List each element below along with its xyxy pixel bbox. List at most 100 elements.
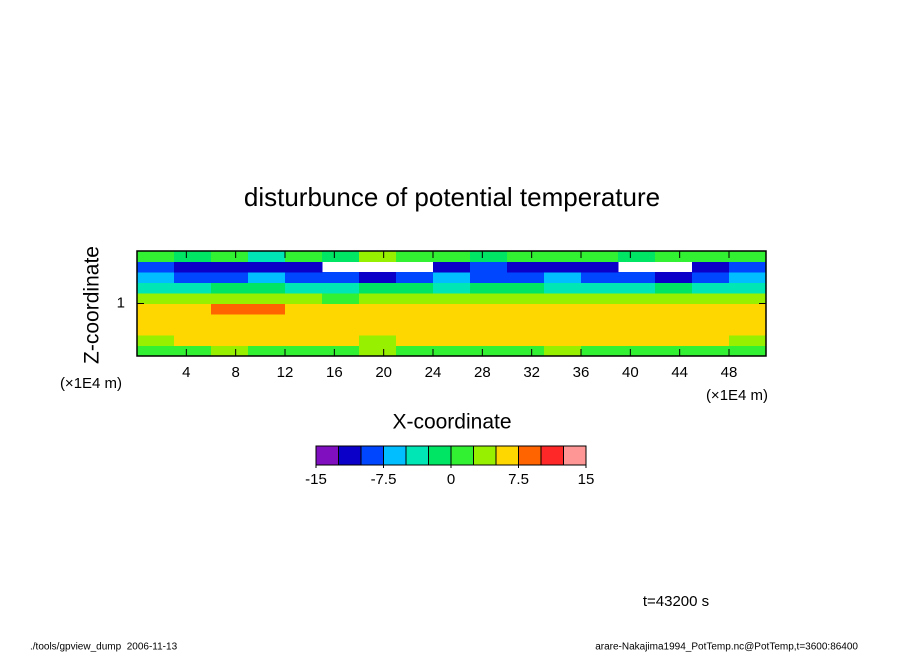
field-cell	[470, 345, 508, 357]
field-cell	[174, 272, 212, 283]
x-tick-label: 48	[721, 364, 738, 381]
x-tick-label: 8	[231, 364, 239, 381]
field-cell	[618, 251, 656, 262]
field-cell	[322, 335, 360, 346]
field-cell	[544, 303, 582, 315]
field-cell	[470, 324, 508, 336]
field-cell	[285, 314, 323, 325]
field-cell	[433, 251, 471, 262]
field-cell	[285, 251, 323, 262]
field-cell	[174, 345, 212, 357]
colorbar-cell	[495, 445, 519, 466]
field-cell	[137, 293, 175, 304]
field-cell	[729, 261, 767, 273]
field-cell	[285, 324, 323, 336]
field-cell	[248, 293, 286, 304]
field-cell	[137, 251, 175, 262]
field-cell	[692, 324, 730, 336]
field-cell	[655, 335, 693, 346]
field-cell	[396, 272, 434, 283]
field-cell	[137, 345, 175, 357]
field-cell	[137, 324, 175, 336]
field-cell	[655, 251, 693, 262]
field-cell	[507, 303, 545, 315]
field-cell	[581, 293, 619, 304]
field-cell	[544, 314, 582, 325]
x-tick-label: 44	[671, 364, 688, 381]
x-tick-label: 28	[474, 364, 491, 381]
x-tick-label: 16	[326, 364, 343, 381]
x-axis-label: X-coordinate	[392, 411, 511, 434]
field-cell	[322, 282, 360, 294]
field-cell	[507, 251, 545, 262]
field-cell	[655, 272, 693, 283]
field-cell	[618, 324, 656, 336]
field-cell	[618, 272, 656, 283]
field-cell	[359, 324, 397, 336]
field-cell	[729, 293, 767, 304]
field-cell	[692, 345, 730, 357]
footer-left: ./tools/gpview_dump 2006-11-13	[30, 642, 178, 653]
field-cell	[359, 272, 397, 283]
field-cell	[396, 324, 434, 336]
colorbar-cell	[405, 445, 429, 466]
colorbar-cell	[540, 445, 564, 466]
field-cell	[396, 335, 434, 346]
field-cell	[396, 314, 434, 325]
field-cell	[544, 251, 582, 262]
field-cell	[544, 293, 582, 304]
field-cell	[618, 314, 656, 325]
field-cell	[174, 282, 212, 294]
field-cell	[507, 314, 545, 325]
field-cell	[507, 345, 545, 357]
field-cell	[581, 272, 619, 283]
field-cell	[211, 345, 249, 357]
colorbar-cell	[450, 445, 474, 466]
field-cell	[581, 324, 619, 336]
field-cell	[248, 282, 286, 294]
field-cell	[359, 251, 397, 262]
field-cell	[544, 324, 582, 336]
x-tick-label: 4	[182, 364, 190, 381]
field-cell	[359, 314, 397, 325]
field-cell	[137, 261, 175, 273]
field-cell	[248, 272, 286, 283]
field-cell	[507, 324, 545, 336]
x-tick-label: 40	[622, 364, 639, 381]
field-cell	[396, 303, 434, 315]
field-cell	[322, 293, 360, 304]
field-cell	[692, 335, 730, 346]
field-cell	[729, 324, 767, 336]
field-cell	[544, 282, 582, 294]
field-cell	[174, 324, 212, 336]
field-cell	[470, 335, 508, 346]
field-cell	[729, 272, 767, 283]
field-cell	[248, 314, 286, 325]
field-cell	[285, 335, 323, 346]
field-cell	[507, 261, 545, 273]
field-cell	[618, 335, 656, 346]
field-cell	[729, 314, 767, 325]
field-cell	[618, 293, 656, 304]
field-cell	[581, 303, 619, 315]
colorbar-cell	[473, 445, 497, 466]
field-cell	[433, 293, 471, 304]
field-cell	[729, 303, 767, 315]
colorbar-cell	[428, 445, 452, 466]
field-cell	[396, 282, 434, 294]
field-cell	[285, 261, 323, 273]
field-cell	[433, 324, 471, 336]
field-cell	[433, 314, 471, 325]
field-cell	[211, 282, 249, 294]
colorbar-tick-label: 0	[447, 471, 455, 488]
colorbar-cell	[338, 445, 362, 466]
field-cell	[174, 293, 212, 304]
field-cell	[211, 293, 249, 304]
field-cell	[729, 345, 767, 357]
field-cell	[544, 335, 582, 346]
x-tick-label: 20	[375, 364, 392, 381]
field-cell	[433, 303, 471, 315]
field-cell	[470, 261, 508, 273]
